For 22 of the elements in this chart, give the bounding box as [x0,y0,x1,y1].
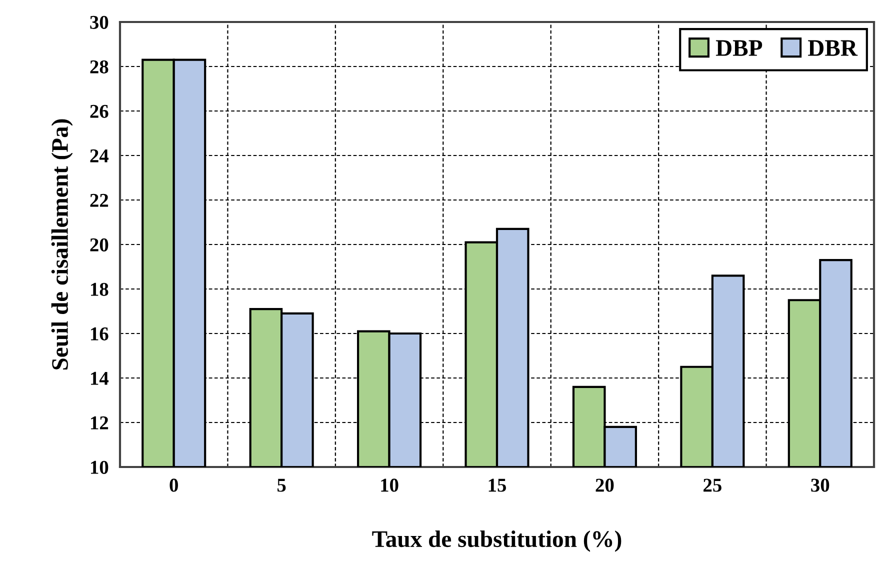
x-tick-label: 15 [488,478,506,492]
legend-label: DBR [808,40,858,56]
x-tick-label: 5 [277,478,286,492]
y-tick-label: 16 [91,327,108,340]
y-tick-label: 26 [90,104,108,118]
y-axis-title: Seuil de cisaillement (Pa) [51,119,73,370]
x-tick-label: 30 [811,478,830,492]
y-tick-label: 12 [91,416,108,430]
x-tick-label: 0 [170,478,178,492]
y-tick-label: 10 [91,460,108,474]
y-tick-label: 22 [90,194,108,207]
y-tick-label: 28 [90,60,108,74]
y-tick-label: 30 [90,16,108,29]
x-tick-label: 10 [381,478,398,492]
x-tick-label: 20 [596,478,614,492]
y-tick-label: 20 [90,238,108,252]
x-tick-label: 25 [704,478,722,492]
x-axis-title: Taux de substitution (%) [372,530,622,552]
legend-label: DBP [716,40,762,56]
y-tick-label: 24 [90,149,109,162]
y-tick-label: 14 [91,372,109,385]
y-tick-label: 18 [91,282,108,296]
